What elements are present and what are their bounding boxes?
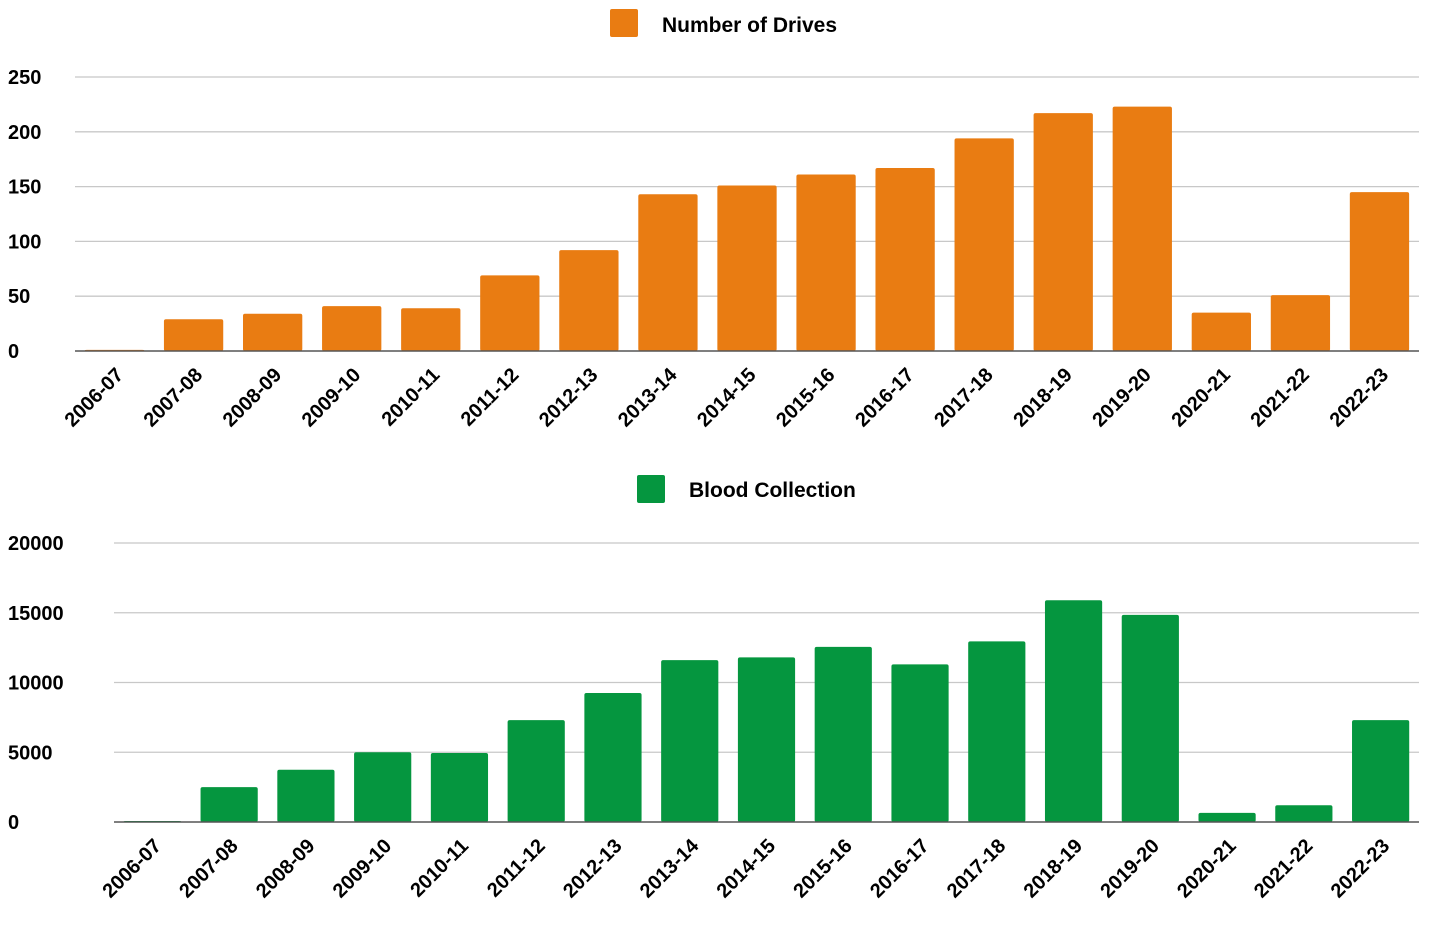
chart-2: 0 5000 10000 15000 20000 2006-07 2007-08 2008-0… <box>8 475 1419 902</box>
y-tick-label: 0 <box>8 812 19 834</box>
bar <box>1044 600 1103 822</box>
y-tick-label: 0 <box>8 341 19 363</box>
bar <box>584 692 642 822</box>
x-tick-label: 2018-19 <box>1009 364 1076 431</box>
x-tick-label: 2020-21 <box>1173 835 1240 902</box>
bar <box>559 250 619 351</box>
x-tick-label: 2015-16 <box>789 835 856 902</box>
x-tick-label: 2021-22 <box>1250 835 1317 902</box>
bar <box>968 641 1026 822</box>
x-tick-label: 2014-15 <box>693 364 760 431</box>
x-tick-label: 2016-17 <box>866 835 933 902</box>
bar <box>322 306 382 351</box>
bar <box>200 787 258 822</box>
x-tick-label: 2010-11 <box>378 364 445 431</box>
x-tick-label: 2012-13 <box>535 364 602 431</box>
x-tick-label: 2012-13 <box>559 835 626 902</box>
bar <box>814 646 872 822</box>
bar <box>480 275 540 351</box>
x-tick-label: 2007-08 <box>175 835 242 902</box>
x-tick-label: 2022-23 <box>1326 364 1393 431</box>
bar <box>1352 720 1410 822</box>
y-tick-label: 200 <box>8 122 41 144</box>
x-tick-label: 2022-23 <box>1327 835 1394 902</box>
bar <box>638 194 698 351</box>
bar <box>507 720 565 822</box>
y-tick-label: 150 <box>8 177 41 199</box>
bar <box>1191 312 1251 351</box>
bar <box>243 313 303 351</box>
x-tick-label: 2019-20 <box>1088 364 1155 431</box>
y-tick-label: 50 <box>8 286 30 308</box>
bar <box>661 660 719 822</box>
x-tick-label: 2013-14 <box>614 363 682 431</box>
x-tick-label: 2006-07 <box>61 364 128 431</box>
x-tick-label: 2006-07 <box>98 835 165 902</box>
x-tick-label: 2011-12 <box>483 835 550 902</box>
x-tick-label: 2017-18 <box>943 835 1010 902</box>
x-tick-label: 2018-19 <box>1020 835 1087 902</box>
bar <box>954 138 1014 351</box>
bar <box>1121 614 1179 822</box>
bar <box>1270 295 1331 351</box>
x-tick-label: 2021-22 <box>1246 364 1313 431</box>
x-tick-label: 2007-08 <box>140 364 207 431</box>
x-tick-label: 2008-09 <box>219 364 286 431</box>
bar <box>430 752 489 822</box>
bar <box>737 657 796 822</box>
legend-swatch <box>637 475 665 503</box>
bar <box>1198 812 1256 822</box>
y-tick-label: 20000 <box>8 533 64 555</box>
x-tick-label: 2010-11 <box>406 835 473 902</box>
bar <box>1112 106 1172 351</box>
bar <box>1033 113 1093 351</box>
chart-1: 0 50 100 150 200 250 2006-07 2007-08 2008-09 2009… <box>8 9 1419 431</box>
x-tick-label: 2008-09 <box>252 835 319 902</box>
bar <box>796 174 856 351</box>
x-tick-label: 2009-10 <box>329 835 396 902</box>
x-tick-label: 2014-15 <box>713 835 780 902</box>
legend-label: Blood Collection <box>689 479 856 502</box>
bar <box>277 769 335 822</box>
x-tick-label: 2020-21 <box>1167 364 1234 431</box>
x-tick-label: 2016-17 <box>851 364 918 431</box>
y-tick-label: 250 <box>8 67 41 89</box>
y-tick-label: 15000 <box>8 603 64 625</box>
x-tick-label: 2015-16 <box>772 364 839 431</box>
legend-swatch <box>610 9 638 37</box>
x-tick-label: 2017-18 <box>930 364 997 431</box>
legend-label: Number of Drives <box>662 14 837 37</box>
bar <box>1275 805 1333 822</box>
bar <box>401 308 461 351</box>
bar <box>891 664 949 822</box>
bar <box>875 167 935 351</box>
y-tick-label: 10000 <box>8 673 64 695</box>
x-tick-label: 2013-14 <box>636 834 704 902</box>
bar <box>354 752 412 822</box>
bar <box>163 319 224 351</box>
bar <box>717 185 777 351</box>
y-tick-label: 5000 <box>8 742 53 764</box>
x-tick-label: 2011-12 <box>457 364 524 431</box>
x-tick-label: 2009-10 <box>298 364 365 431</box>
y-tick-label: 100 <box>8 231 41 253</box>
bar <box>1349 192 1410 351</box>
x-tick-label: 2019-20 <box>1096 835 1163 902</box>
